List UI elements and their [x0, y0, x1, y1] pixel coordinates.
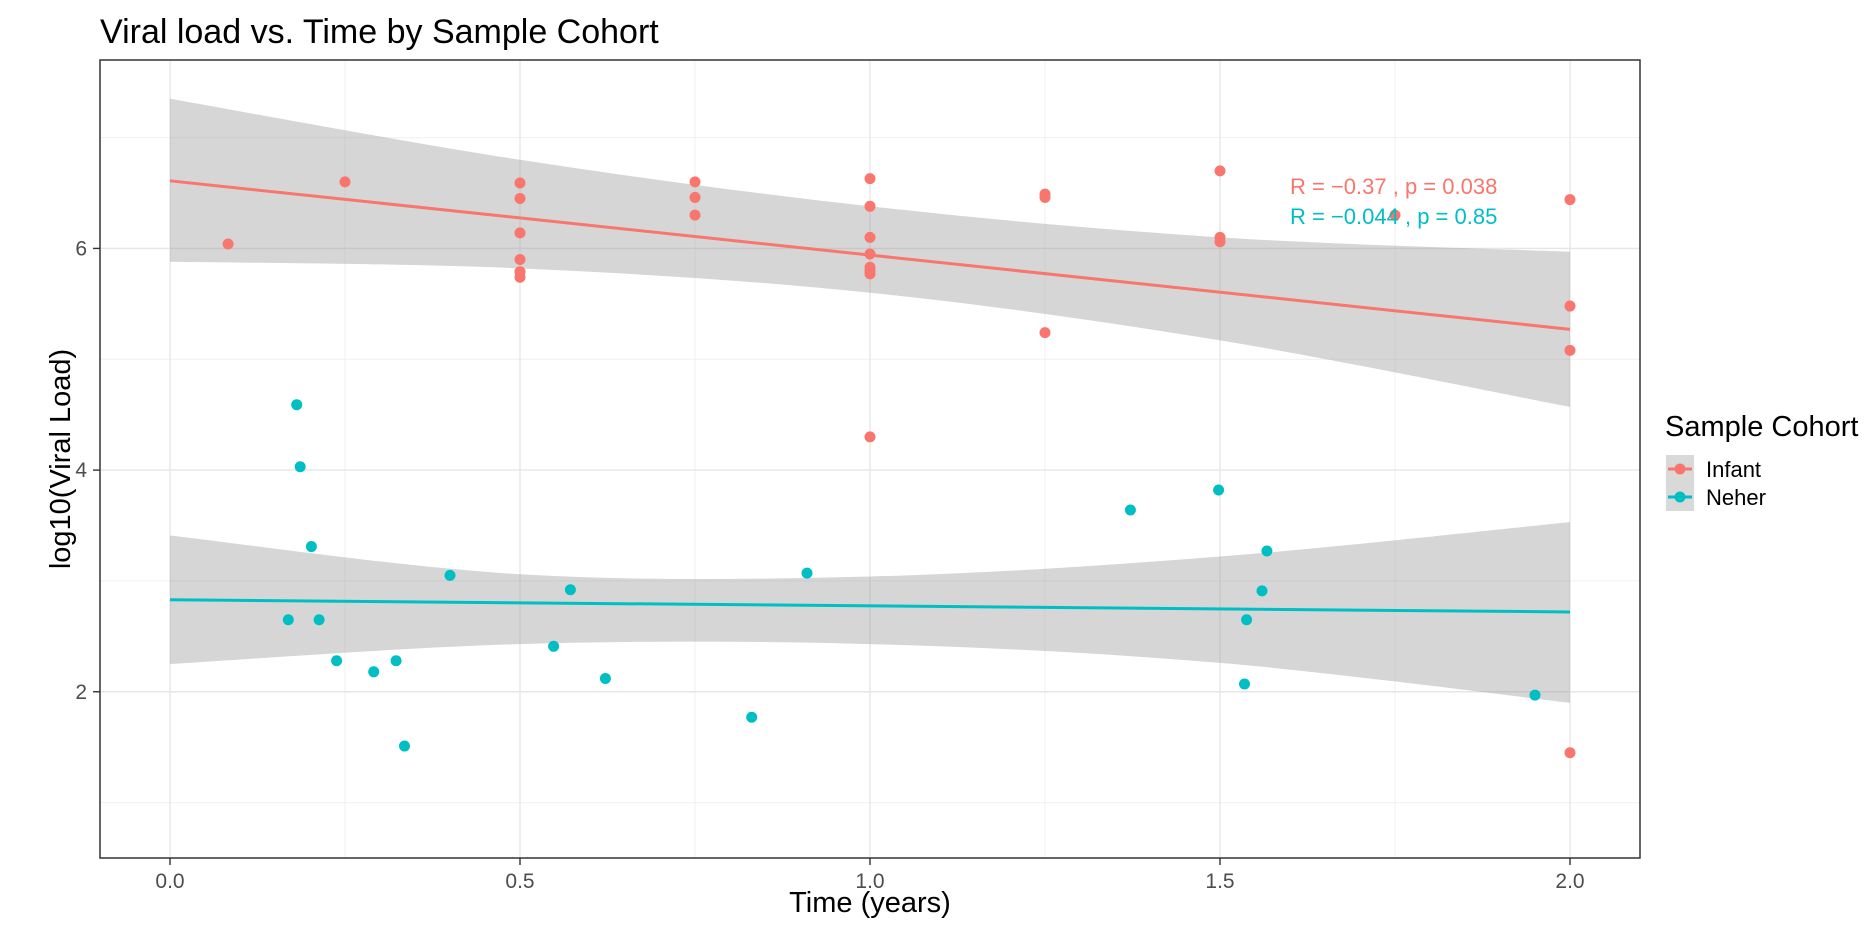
data-point-neher — [599, 672, 611, 684]
data-point-neher — [1213, 484, 1225, 496]
data-point-infant — [1564, 747, 1576, 759]
chart-title: Viral load vs. Time by Sample Cohort — [100, 13, 659, 51]
x-tick-label: 2.0 — [1555, 870, 1584, 893]
data-points — [222, 165, 1576, 759]
data-point-neher — [313, 614, 325, 626]
data-point-infant — [514, 271, 526, 283]
stat-label-infant: R = −0.37 , p = 0.038 — [1290, 174, 1497, 199]
y-tick-label: 2 — [75, 681, 87, 704]
data-point-neher — [1261, 545, 1273, 557]
legend-key-point — [1674, 463, 1686, 475]
data-point-neher — [564, 584, 576, 596]
data-point-infant — [864, 231, 876, 243]
data-point-neher — [746, 711, 758, 723]
grid — [100, 60, 1640, 858]
y-tick-label: 6 — [75, 237, 87, 260]
x-axis-ticks: 0.0 0.5 1.0 1.5 2.0 — [155, 858, 1585, 893]
y-tick-label: 4 — [75, 459, 87, 482]
confidence-band-neher — [170, 522, 1570, 703]
data-point-neher — [1124, 504, 1136, 516]
data-point-infant — [864, 248, 876, 260]
data-point-neher — [1529, 689, 1541, 701]
data-point-neher — [1256, 585, 1268, 597]
data-point-infant — [339, 176, 351, 188]
data-point-infant — [689, 209, 701, 221]
data-point-infant — [514, 177, 526, 189]
data-point-neher — [548, 640, 560, 652]
data-point-infant — [1564, 344, 1576, 356]
y-axis-ticks: 2 4 6 — [75, 237, 100, 704]
data-point-neher — [1241, 614, 1253, 626]
legend-items: Infant Neher — [1666, 455, 1766, 511]
data-point-infant — [1564, 194, 1576, 206]
data-point-neher — [305, 541, 317, 553]
correlation-labels: R = −0.37 , p = 0.038 R = −0.044 , p = 0.… — [1290, 174, 1497, 229]
data-point-infant — [514, 227, 526, 239]
x-tick-label: 1.0 — [855, 870, 884, 893]
data-point-infant — [1214, 165, 1226, 177]
data-point-neher — [1239, 678, 1250, 690]
data-point-neher — [294, 461, 306, 473]
data-point-infant — [1039, 327, 1051, 339]
data-point-infant — [514, 193, 526, 205]
data-point-neher — [331, 655, 343, 667]
data-point-infant — [689, 191, 701, 203]
legend: Sample Cohort Infant Neher — [1665, 411, 1858, 511]
stat-label-neher: R = −0.044 , p = 0.85 — [1290, 204, 1497, 229]
data-point-infant — [222, 238, 234, 250]
x-tick-label: 1.5 — [1205, 870, 1234, 893]
legend-label-infant: Infant — [1706, 457, 1761, 482]
x-tick-label: 0.5 — [505, 870, 534, 893]
data-point-infant — [1564, 300, 1576, 312]
x-tick-label: 0.0 — [155, 870, 184, 893]
legend-title: Sample Cohort — [1665, 411, 1858, 443]
x-axis-title: Time (years) — [789, 887, 951, 919]
data-point-neher — [368, 666, 380, 678]
data-point-infant — [1214, 236, 1226, 248]
fit-line-neher — [169, 598, 1571, 614]
data-point-infant — [1389, 209, 1401, 221]
y-axis-title: log10(Viral Load) — [45, 349, 77, 569]
data-point-infant — [864, 200, 876, 212]
data-point-infant — [689, 176, 701, 188]
data-point-neher — [282, 614, 294, 626]
legend-label-neher: Neher — [1706, 485, 1766, 510]
data-point-infant — [1039, 191, 1051, 203]
data-point-neher — [399, 740, 410, 752]
legend-key-point — [1674, 491, 1686, 503]
data-point-neher — [291, 399, 303, 411]
data-point-infant — [514, 254, 526, 265]
data-point-infant — [864, 173, 876, 185]
data-point-neher — [390, 655, 402, 667]
data-point-infant — [864, 268, 876, 280]
data-point-infant — [864, 431, 876, 443]
data-point-neher — [801, 567, 813, 579]
data-point-neher — [444, 569, 456, 581]
